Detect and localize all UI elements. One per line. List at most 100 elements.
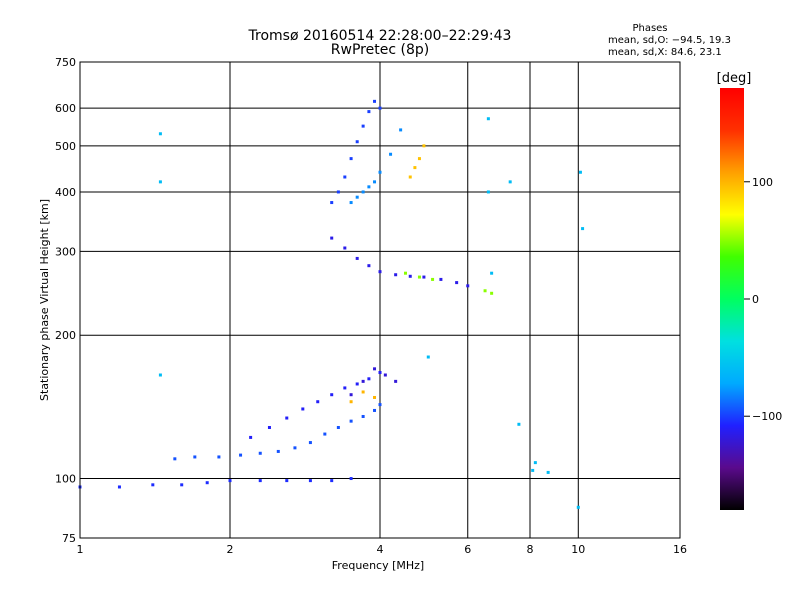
data-point [466,284,470,288]
data-point [349,477,353,481]
plot-frame [79,61,681,539]
x-tick-label: 2 [227,543,234,556]
colorbar [720,88,744,510]
data-point [367,264,371,268]
y-tick-label: 200 [55,329,76,342]
data-points [78,99,585,509]
data-point [228,479,232,483]
data-point [361,379,365,383]
data-point [343,175,347,179]
data-point [373,99,377,103]
data-point [217,455,221,459]
data-point [180,483,184,487]
data-point [490,271,494,275]
data-point [330,479,334,483]
data-point [258,479,262,483]
data-point [349,393,353,397]
colorbar-tick-label: 0 [752,293,759,306]
data-point [578,170,582,174]
chart-title-line1: Tromsø 20160514 22:28:00–22:29:43 [248,28,512,44]
data-point [490,291,494,295]
data-point [336,190,340,194]
data-point [158,373,162,377]
data-point [330,201,334,205]
data-point [394,379,398,383]
data-point [417,275,421,279]
data-point [323,432,327,436]
data-point [373,395,377,399]
data-point [361,124,365,128]
y-tick-label: 500 [55,140,76,153]
data-point [373,367,377,371]
data-point [483,289,487,293]
data-point [343,246,347,250]
data-point [422,275,426,279]
data-point [249,435,253,439]
data-point [349,419,353,423]
data-point [378,371,382,375]
data-point [349,201,353,205]
x-tick-labels: 1 2 4 6 8 10 16 [77,543,688,556]
data-point [158,180,162,184]
colorbar-tick-label: 100 [752,176,773,189]
colorbar-tick-label: −100 [752,410,782,423]
data-point [158,132,162,136]
data-point [486,190,490,194]
data-point [308,441,312,445]
data-point [417,157,421,161]
data-point [205,481,209,485]
data-point [576,505,580,509]
data-point [378,270,382,274]
data-point [531,468,535,472]
data-point [336,425,340,429]
data-point [355,195,359,199]
data-point [546,470,550,474]
data-point [378,106,382,110]
data-point [422,144,426,148]
y-axis-label: Stationary phase Virtual Height [km] [38,199,51,401]
y-tick-label: 750 [55,56,76,69]
data-point [431,277,435,281]
data-point [361,414,365,418]
x-tick-label: 4 [377,543,384,556]
data-point [389,152,393,156]
data-point [373,408,377,412]
x-tick-label: 16 [673,543,687,556]
data-point [343,386,347,390]
chart-title-line2: RwPretec (8p) [331,42,429,58]
data-point [361,390,365,394]
data-point [508,180,512,184]
data-point [367,377,371,381]
x-tick-label: 6 [464,543,471,556]
stats-heading: Phases [632,23,667,34]
y-tick-label: 75 [62,532,76,545]
data-point [486,117,490,121]
data-point [293,446,297,450]
colorbar-ticks: 100 0 −100 [744,176,782,423]
data-point [349,157,353,161]
data-point [408,274,412,278]
y-tick-label: 300 [55,245,76,258]
data-point [355,256,359,260]
data-point [426,355,430,359]
y-tick-labels: 75 100 200 300 400 500 600 750 [55,56,76,545]
stats-line-x: mean, sd,X: 84.6, 23.1 [608,47,722,58]
y-tick-label: 100 [55,473,76,486]
x-tick-label: 1 [77,543,84,556]
x-axis-label: Frequency [MHz] [332,559,424,572]
grid-lines [80,62,680,538]
colorbar-label: [deg] [717,71,752,86]
stats-line-o: mean, sd,O: −94.5, 19.3 [608,35,731,46]
data-point [455,281,459,285]
y-tick-label: 400 [55,186,76,199]
data-point [308,479,312,483]
data-point [413,166,417,170]
x-tick-label: 8 [527,543,534,556]
data-point [378,403,382,407]
data-point [517,422,521,426]
data-point [285,479,289,483]
data-point [239,453,243,457]
x-tick-label: 10 [571,543,585,556]
data-point [285,416,289,420]
